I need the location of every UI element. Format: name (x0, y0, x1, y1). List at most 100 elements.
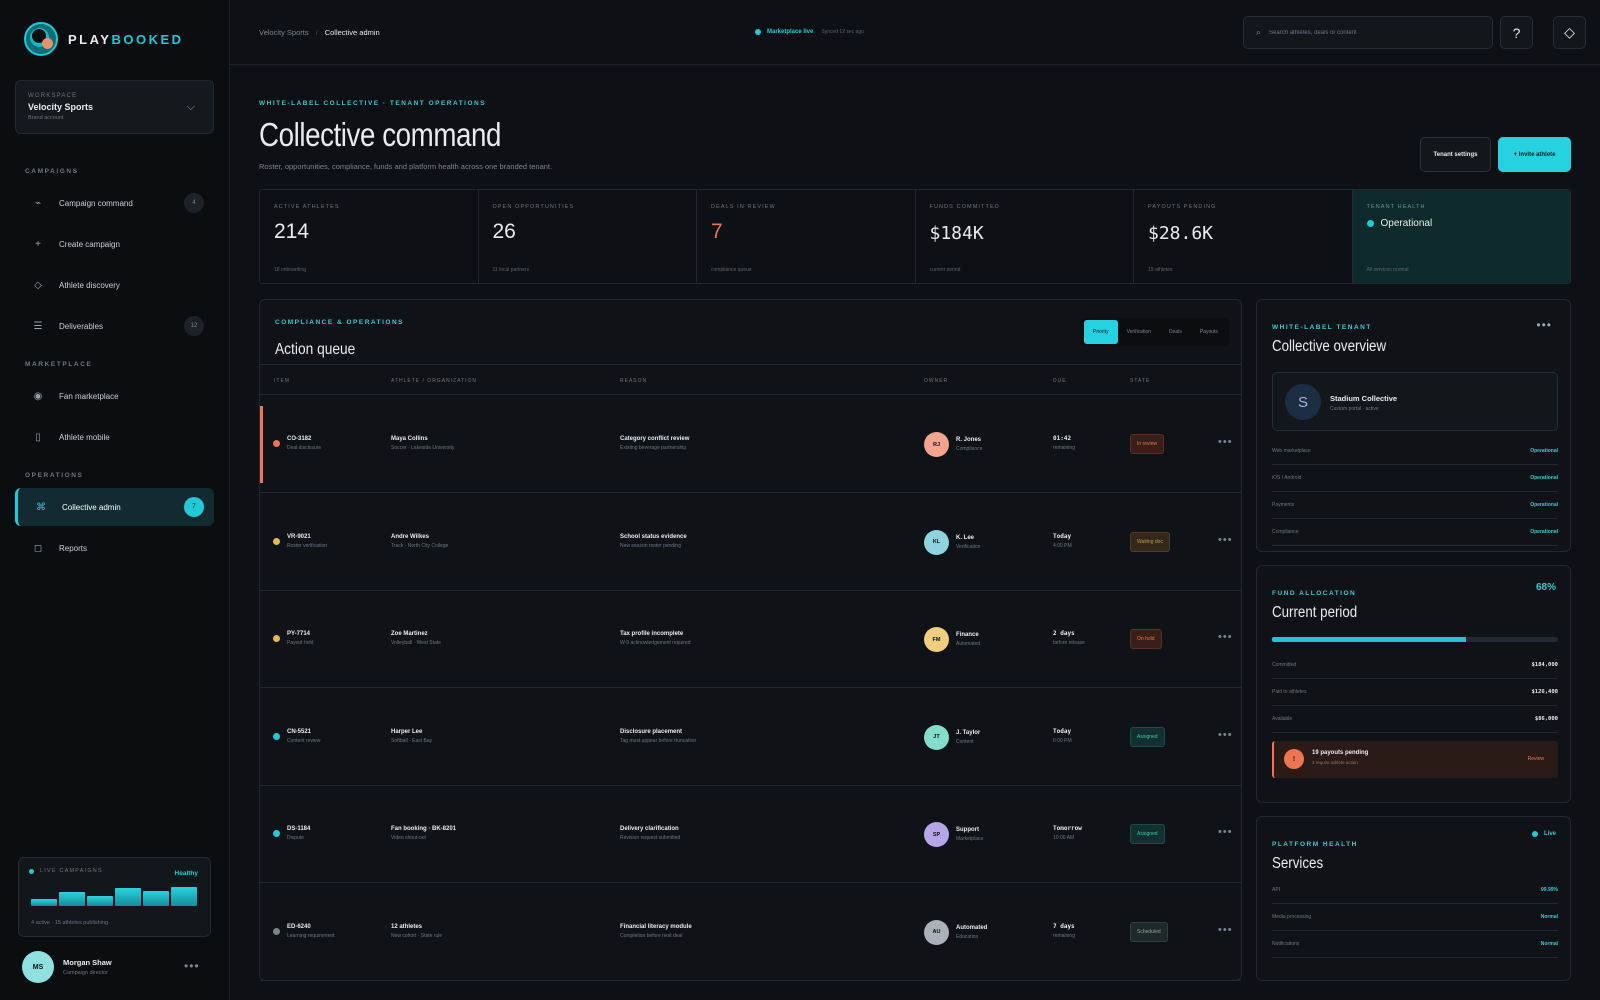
column-header-item[interactable]: ITEM (274, 378, 290, 384)
sidebar-item-fan-marketplace[interactable]: ◉ Fan marketplace (15, 377, 214, 415)
sidebar-item-campaign-command[interactable]: ⌁ Campaign command 4 (15, 184, 214, 222)
sidebar-item-collective-admin[interactable]: ⌘ Collective admin 7 (15, 488, 214, 526)
more-icon[interactable]: ••• (1218, 923, 1233, 936)
breadcrumb-root[interactable]: Velocity Sports (259, 28, 309, 37)
tab-deals[interactable]: Deals (1169, 329, 1182, 335)
more-icon[interactable]: ••• (1218, 533, 1233, 546)
status-dot-icon (273, 635, 280, 642)
athlete-name[interactable]: Andre Wilkes (391, 533, 429, 540)
sidebar-item-label: Campaign command (59, 198, 133, 208)
table-row[interactable]: PY-7714 Payout hold Zoe Martinez Volleyball… (260, 591, 1241, 688)
owner-name: Finance (956, 632, 979, 638)
search-input[interactable] (1269, 29, 1470, 36)
more-icon[interactable]: ••• (184, 959, 200, 973)
health-row: API 99.99% (1272, 877, 1558, 904)
section-marketplace: MARKETPLACE (25, 361, 93, 368)
column-header-due[interactable]: DUE (1053, 378, 1067, 384)
column-header-owner[interactable]: OWNER (924, 378, 949, 384)
avatar: JT (924, 724, 949, 750)
tab-payouts[interactable]: Payouts (1199, 329, 1218, 335)
stat-label: DEALS IN REVIEW (711, 204, 776, 210)
item-id[interactable]: DS-1184 (287, 826, 311, 832)
health-status-label: Live (1543, 831, 1556, 837)
workspace-switcher[interactable]: WORKSPACE Velocity Sports Brand account … (15, 80, 214, 134)
more-icon[interactable]: ••• (1218, 631, 1233, 643)
item-id[interactable]: PY-7714 (287, 631, 311, 637)
tab-verification[interactable]: Verification (1126, 329, 1152, 335)
stat-value: Operational (1380, 218, 1433, 229)
plus-icon: + (35, 238, 41, 250)
athlete-name[interactable]: Harper Lee (391, 728, 423, 735)
spark-bar (59, 892, 85, 906)
table-row[interactable]: CN-5521 Content review Harper Lee Softball … (260, 689, 1241, 786)
column-header-athlete[interactable]: ATHLETE / ORGANIZATION (391, 378, 477, 384)
queue-title: Action queue (275, 341, 356, 358)
sidebar-item-label: Athlete mobile (59, 432, 110, 442)
stat-payouts-pending[interactable]: PAYOUTS PENDING $28.6K 19 athletes (1134, 190, 1353, 283)
athlete-name[interactable]: Fan booking · BK-8201 (391, 826, 457, 832)
search-box[interactable]: ⌕ (1243, 16, 1493, 49)
owner-team: Marketplace (956, 836, 984, 842)
owner-team: Education (956, 933, 979, 940)
fund-allocation-panel: FUND ALLOCATION 68% Current period Commi… (1256, 565, 1571, 803)
user-profile[interactable]: MS Morgan Shaw Campaign director ••• (22, 951, 199, 983)
table-row[interactable]: ED-6240 Learning requirement 12 athletes Ne… (260, 884, 1241, 981)
stat-open-opportunities[interactable]: OPEN OPPORTUNITIES 26 11 local partners (479, 190, 697, 283)
column-header-reason[interactable]: REASON (620, 378, 648, 384)
status-dot-icon (755, 29, 761, 35)
chevron-down-icon: ⌵ (186, 101, 195, 113)
stat-deals-in-review[interactable]: DEALS IN REVIEW 7 compliance queue (697, 190, 916, 283)
sidebar-item-deliverables[interactable]: ☰ Deliverables 12 (15, 307, 214, 345)
sidebar-item-athlete-discovery[interactable]: ◇ Athlete discovery (15, 266, 214, 304)
tenant-sub: Custom portal · active (1330, 406, 1379, 412)
table-row[interactable]: VR-9021 Roster verification Andre Wilkes Tr… (260, 494, 1241, 591)
tenant-card[interactable]: S Stadium Collective Custom portal · act… (1272, 372, 1558, 431)
mode-toggle-button[interactable]: ◇ (1553, 16, 1586, 49)
live-campaigns-footer: 4 active · 15 athletes publishing (31, 920, 109, 926)
funds-title: Current period (1272, 604, 1358, 621)
more-icon[interactable]: ••• (1218, 436, 1233, 448)
more-icon[interactable]: ••• (1218, 826, 1233, 838)
more-icon[interactable]: ••• (1218, 728, 1233, 741)
tab-priority[interactable]: Priority (1084, 320, 1118, 344)
item-id[interactable]: VR-9021 (287, 533, 311, 540)
stat-tenant-health[interactable]: TENANT HEALTH Operational All services n… (1352, 190, 1570, 283)
help-button[interactable]: ? (1500, 16, 1533, 49)
review-link[interactable]: Review (1527, 756, 1544, 762)
athlete-name[interactable]: 12 athletes (391, 923, 423, 930)
live-campaigns-card[interactable]: LIVE CAMPAIGNS Healthy 4 active · 15 ath… (18, 857, 211, 937)
item-id[interactable]: CO-3182 (287, 436, 312, 442)
item-id[interactable]: ED-6240 (287, 923, 311, 930)
stat-funds-committed[interactable]: FUNDS COMMITTED $184K current period (916, 190, 1134, 283)
more-icon[interactable]: ••• (1536, 318, 1552, 332)
avatar: MS (22, 951, 54, 983)
health-key: Media processing (1272, 914, 1312, 920)
reason-sub: Existing beverage partnership (620, 445, 687, 451)
owner-team: Content (956, 738, 974, 745)
table-row[interactable]: CO-3182 Deal disclosure Maya Collins Soccer… (260, 396, 1241, 493)
logo[interactable]: PLAYBOOKED (24, 22, 184, 56)
item-type: Learning requirement (287, 932, 335, 939)
due-sub: 6:00 PM (1053, 737, 1072, 744)
athlete-name[interactable]: Zoe Martinez (391, 631, 428, 637)
sidebar-item-reports[interactable]: ◻ Reports (15, 529, 214, 567)
owner-name: K. Lee (956, 534, 975, 541)
invite-athlete-button[interactable]: + Invite athlete (1498, 137, 1571, 172)
stat-active-athletes[interactable]: ACTIVE ATHLETES 214 18 onboarding (260, 190, 479, 283)
pending-payouts-alert[interactable]: ! 19 payouts pending 3 require athlete a… (1272, 741, 1558, 778)
page-subtitle: Roster, opportunities, compliance, funds… (259, 162, 553, 171)
sidebar-item-athlete-mobile[interactable]: ▯ Athlete mobile (15, 418, 214, 456)
tenant-settings-button[interactable]: Tenant settings (1420, 137, 1491, 172)
athlete-name[interactable]: Maya Collins (391, 436, 428, 442)
sidebar-item-create-campaign[interactable]: + Create campaign (15, 225, 214, 263)
item-id[interactable]: CN-5521 (287, 728, 312, 735)
stat-label: FUNDS COMMITTED (929, 204, 1000, 210)
spark-bar (115, 888, 141, 906)
brand-name: PLAYBOOKED (68, 32, 184, 47)
due-sub: remaining (1053, 932, 1075, 939)
stat-foot: 18 onboarding (274, 267, 306, 273)
overview-row: Web marketplace Operational (1272, 438, 1558, 465)
table-row[interactable]: DS-1184 Dispute Fan booking · BK-8201 Video… (260, 786, 1241, 883)
column-header-state[interactable]: STATE (1130, 378, 1151, 384)
